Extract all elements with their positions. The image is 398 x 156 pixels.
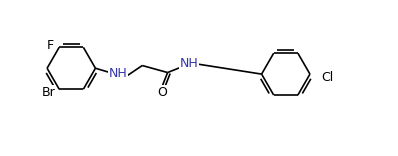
Text: NH: NH [179, 57, 199, 71]
Text: NH: NH [108, 67, 127, 80]
Text: O: O [157, 85, 167, 99]
Text: F: F [47, 39, 54, 52]
Text: Br: Br [41, 86, 55, 99]
Text: Cl: Cl [322, 71, 334, 84]
